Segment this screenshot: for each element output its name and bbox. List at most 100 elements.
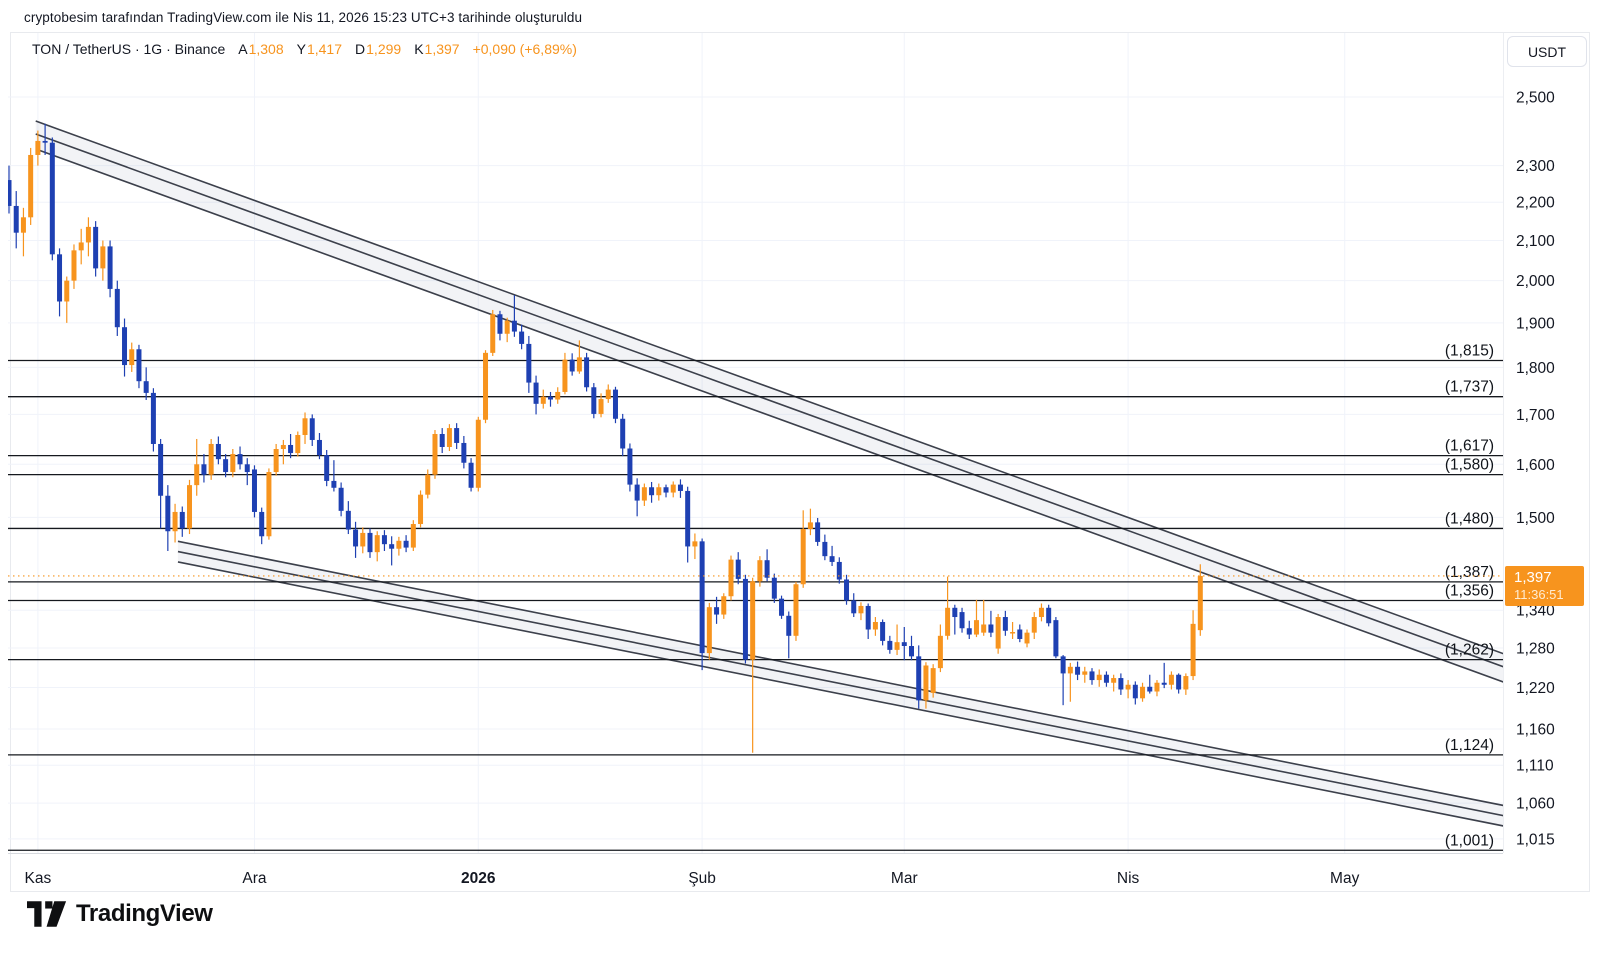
candle [374, 535, 380, 553]
candle [836, 561, 842, 580]
symbol-title[interactable]: TON / TetherUS · 1G · Binance [32, 41, 226, 57]
candle [360, 532, 366, 547]
price-axis-tick: 1,600 [1516, 457, 1555, 474]
candle [923, 665, 929, 701]
low-label: D [355, 41, 366, 57]
candle [1154, 682, 1160, 692]
candle [576, 357, 582, 372]
candle [1089, 671, 1095, 681]
candle [692, 541, 698, 547]
currency-button[interactable]: USDT [1507, 36, 1587, 67]
candle [735, 559, 741, 579]
horizontal-level-label: (1,387) [1445, 564, 1494, 581]
candle [627, 448, 633, 485]
candle [757, 560, 763, 582]
candle [851, 600, 857, 614]
time-axis-label[interactable]: Şub [688, 870, 716, 887]
candle [331, 480, 337, 488]
candle [562, 359, 568, 392]
candle [959, 612, 965, 629]
trend-channel-line[interactable] [177, 550, 1504, 817]
candle [641, 487, 647, 501]
time-axis-label[interactable]: Mar [891, 870, 918, 887]
time-axis-label[interactable]: 2026 [461, 870, 496, 887]
last-price: 1,397 [1514, 569, 1552, 587]
candle [1161, 682, 1167, 685]
candle [280, 444, 286, 450]
horizontal-level-label: (1,580) [1445, 457, 1494, 474]
candle [158, 443, 164, 496]
open-label: A [238, 41, 248, 57]
trend-channel-line[interactable] [35, 133, 1504, 668]
candle [952, 607, 958, 618]
candle [620, 418, 626, 449]
candle [143, 381, 149, 393]
candle [894, 642, 900, 650]
candle [251, 469, 257, 512]
candle [793, 584, 799, 636]
price-axis-tick: 1,060 [1516, 796, 1555, 813]
candle [64, 280, 70, 302]
candle [555, 391, 561, 400]
time-axis-label[interactable]: Nis [1117, 870, 1140, 887]
candle [584, 357, 590, 388]
candle [107, 246, 113, 289]
candle [215, 443, 221, 460]
candle [815, 522, 821, 542]
candle [179, 511, 185, 529]
price-axis-tick: 2,200 [1516, 195, 1555, 212]
candle [8, 180, 12, 206]
candle [13, 205, 19, 233]
candle [1024, 632, 1030, 644]
candle [57, 254, 63, 302]
candle [670, 484, 676, 493]
candle [750, 581, 756, 660]
candle [497, 314, 503, 334]
candle [237, 454, 243, 465]
close-label: K [414, 41, 424, 57]
candle [829, 556, 835, 562]
candle [612, 389, 618, 419]
tradingview-logo[interactable]: TradingView [27, 899, 213, 929]
candle [786, 615, 792, 636]
candle [288, 444, 294, 454]
candle [381, 535, 387, 545]
close-value: 1,397 [424, 41, 460, 57]
candle [42, 140, 48, 143]
candle [930, 668, 936, 693]
candle [1060, 656, 1066, 674]
candle [699, 541, 705, 654]
candle [1132, 684, 1138, 699]
last-price-badge: 1,397 11:36:51 [1505, 565, 1584, 606]
trend-channel-line[interactable] [35, 148, 1504, 683]
candle [548, 396, 553, 400]
candle [685, 490, 691, 547]
candle [880, 621, 886, 641]
price-axis-tick: 1,800 [1516, 360, 1555, 377]
candle [656, 487, 662, 496]
candle [526, 343, 532, 383]
trend-channel-line[interactable] [177, 561, 1504, 827]
price-axis-tick: 1,160 [1516, 721, 1555, 738]
candle [446, 428, 452, 447]
time-axis-label[interactable]: May [1330, 870, 1360, 887]
price-axis-tick: 2,000 [1516, 273, 1555, 290]
price-axis-tick: 1,900 [1516, 315, 1555, 332]
trend-channel-line[interactable] [177, 540, 1504, 807]
time-axis-label[interactable]: Ara [242, 870, 267, 887]
candle [266, 472, 272, 537]
candle [338, 487, 344, 511]
candle [396, 540, 402, 549]
trend-channel-line[interactable] [35, 120, 1504, 655]
candle [403, 540, 409, 548]
candle [1096, 674, 1102, 681]
high-label: Y [296, 41, 306, 57]
candle [1118, 678, 1124, 690]
time-axis-label[interactable]: Kas [25, 870, 52, 887]
candle [909, 646, 914, 657]
candle [100, 246, 106, 269]
candle [367, 532, 373, 553]
candle [1067, 666, 1073, 674]
candle [721, 596, 727, 615]
